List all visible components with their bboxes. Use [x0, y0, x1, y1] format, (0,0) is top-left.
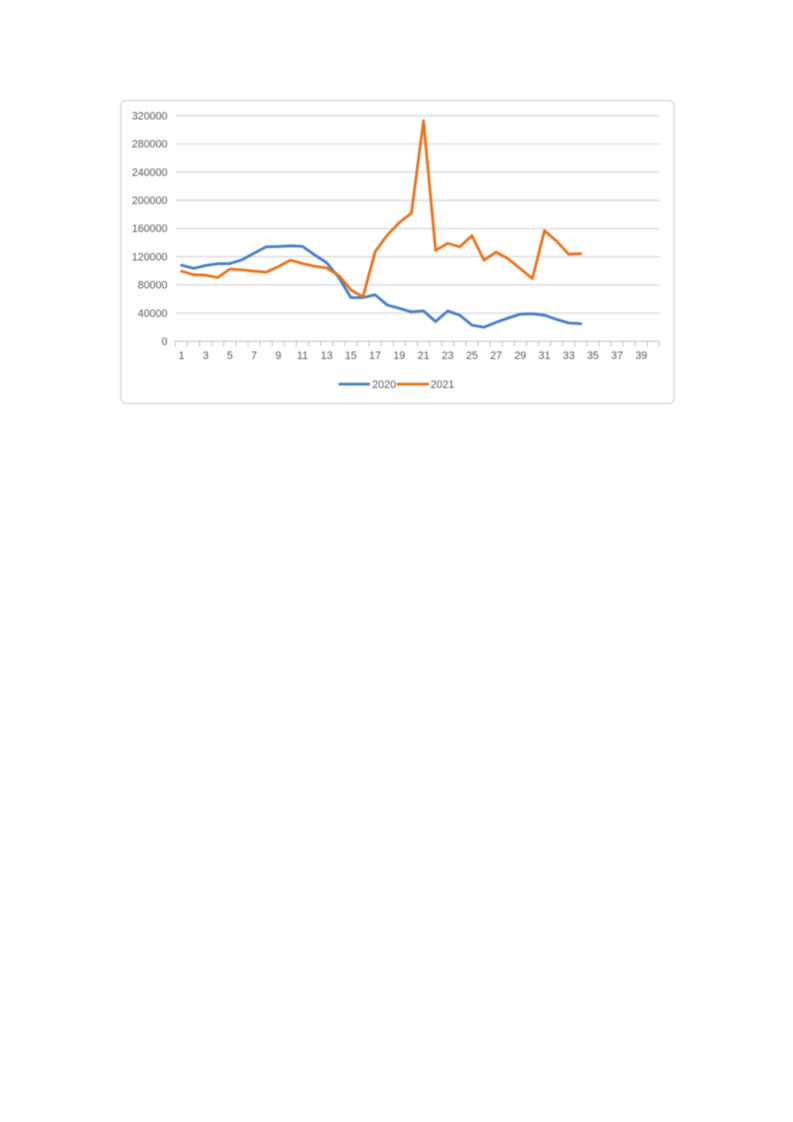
- svg-text:9: 9: [275, 350, 281, 362]
- svg-text:120000: 120000: [132, 251, 168, 263]
- svg-text:29: 29: [514, 350, 526, 362]
- svg-text:11: 11: [297, 350, 308, 362]
- svg-text:37: 37: [611, 350, 623, 362]
- svg-text:33: 33: [563, 350, 575, 362]
- svg-text:160000: 160000: [132, 223, 168, 235]
- svg-text:17: 17: [369, 350, 381, 362]
- svg-text:1: 1: [179, 350, 185, 362]
- svg-text:15: 15: [345, 350, 357, 362]
- svg-text:19: 19: [393, 350, 405, 362]
- svg-text:25: 25: [466, 350, 478, 362]
- svg-text:200000: 200000: [132, 195, 168, 207]
- svg-text:35: 35: [587, 350, 599, 362]
- svg-text:2021: 2021: [431, 379, 455, 391]
- svg-text:5: 5: [227, 350, 233, 362]
- svg-text:13: 13: [321, 350, 333, 362]
- svg-text:23: 23: [442, 350, 454, 362]
- svg-text:31: 31: [539, 350, 551, 362]
- svg-text:3: 3: [203, 350, 209, 362]
- svg-text:21: 21: [418, 350, 430, 362]
- svg-text:80000: 80000: [138, 280, 168, 292]
- svg-text:320000: 320000: [132, 110, 168, 122]
- svg-text:39: 39: [635, 350, 647, 362]
- svg-text:0: 0: [162, 336, 168, 348]
- svg-text:280000: 280000: [132, 139, 168, 151]
- svg-text:40000: 40000: [138, 308, 168, 320]
- svg-text:2020: 2020: [372, 379, 396, 391]
- svg-text:240000: 240000: [132, 167, 168, 179]
- svg-text:7: 7: [251, 350, 257, 362]
- svg-text:27: 27: [490, 350, 502, 362]
